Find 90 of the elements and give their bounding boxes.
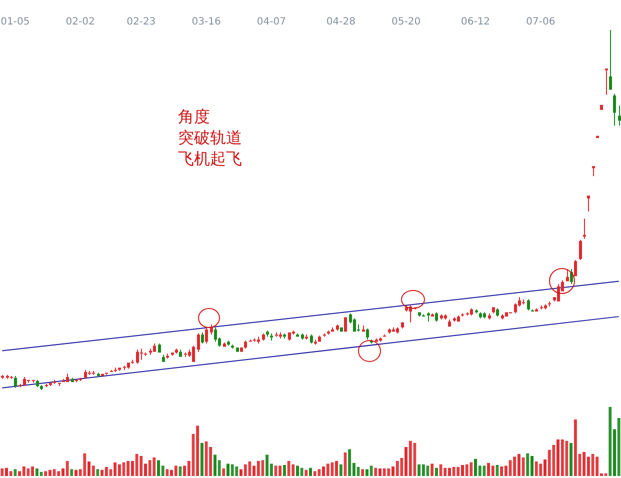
candlestick xyxy=(618,105,621,126)
candlestick xyxy=(340,327,343,332)
candlestick xyxy=(483,312,486,319)
candlestick xyxy=(492,307,495,314)
x-tick-label: 05-20 xyxy=(392,16,421,28)
candlestick xyxy=(23,376,26,387)
candlestick xyxy=(427,312,430,322)
x-tick-label: 02-02 xyxy=(66,16,95,28)
candlestick xyxy=(383,334,386,337)
candlestick xyxy=(283,332,286,340)
candlestick xyxy=(66,373,69,382)
candlestick xyxy=(127,362,130,370)
candlestick xyxy=(600,104,603,110)
candlestick xyxy=(535,308,538,312)
candlestick xyxy=(158,343,161,353)
candlestick xyxy=(505,312,508,317)
candlestick xyxy=(592,166,595,177)
candlestick xyxy=(84,369,87,380)
x-tick-label: 06-12 xyxy=(460,16,490,28)
candlestick xyxy=(587,196,590,212)
candlestick xyxy=(401,322,404,329)
candlestick xyxy=(201,332,204,344)
annotation: 突破轨道 xyxy=(178,127,242,148)
candlestick xyxy=(27,380,30,384)
candlestick xyxy=(353,318,356,332)
candlestick xyxy=(574,260,577,276)
candlestick xyxy=(375,338,378,342)
annotation: 角度 xyxy=(178,106,211,127)
candlestick xyxy=(236,348,239,352)
candlestick xyxy=(240,348,243,352)
candlestick xyxy=(118,368,121,372)
candlestick xyxy=(531,308,534,312)
candlestick xyxy=(244,340,247,350)
candlestick xyxy=(192,345,195,362)
candlestick xyxy=(49,382,52,387)
candlestick xyxy=(488,312,491,320)
candlestick xyxy=(318,335,321,342)
candlestick xyxy=(366,328,369,340)
candlestick xyxy=(71,377,74,382)
candlestick xyxy=(197,332,200,352)
candlestick xyxy=(110,369,113,372)
candlestick xyxy=(609,30,612,90)
candlestick xyxy=(32,380,35,384)
candlestick xyxy=(275,332,278,338)
candlestick xyxy=(605,68,608,96)
candlestick xyxy=(270,332,273,342)
candlestick xyxy=(266,330,269,338)
candlestick xyxy=(14,375,17,388)
candlestick xyxy=(613,93,616,126)
candlestick xyxy=(249,339,252,342)
candlestick xyxy=(362,325,365,332)
candlestick xyxy=(53,379,56,384)
candlestick xyxy=(435,312,438,322)
candlestick xyxy=(466,312,469,316)
candlestick xyxy=(296,332,299,337)
candlestick xyxy=(136,349,139,364)
x-tick-label: 07-06 xyxy=(526,16,556,28)
candlestick xyxy=(457,314,460,322)
candlestick xyxy=(522,298,525,305)
candlestick xyxy=(344,317,347,332)
candlestick xyxy=(514,302,517,314)
candlestick xyxy=(184,352,187,358)
candlestick xyxy=(418,312,421,318)
candlestick xyxy=(162,354,165,362)
candlestick xyxy=(431,312,434,317)
x-tick-label: 04-07 xyxy=(256,16,286,28)
candlestick xyxy=(357,324,360,332)
candlestick xyxy=(253,338,256,342)
candlestick xyxy=(105,372,108,376)
x-tick-label: 04-28 xyxy=(326,16,356,28)
candlestick xyxy=(97,372,100,378)
candlestick xyxy=(114,367,117,372)
x-tick-label: 01-05 xyxy=(0,16,30,28)
candlestick xyxy=(140,348,143,360)
x-tick-label: 03-16 xyxy=(192,16,221,28)
candlestick xyxy=(288,332,291,342)
x-tick-label: 02-23 xyxy=(126,16,156,28)
candlestick xyxy=(171,352,174,356)
candlestick xyxy=(479,312,482,319)
annotation: 飞机起飞 xyxy=(178,148,242,169)
candlestick xyxy=(257,336,260,344)
candlestick xyxy=(279,332,282,340)
candlestick xyxy=(223,342,226,347)
candlestick xyxy=(179,349,182,357)
candlestick xyxy=(305,334,308,340)
candlestick xyxy=(123,365,126,370)
candlestick xyxy=(214,326,217,342)
candlestick xyxy=(379,336,382,342)
candlestick xyxy=(144,352,147,356)
candlestick xyxy=(422,314,425,317)
